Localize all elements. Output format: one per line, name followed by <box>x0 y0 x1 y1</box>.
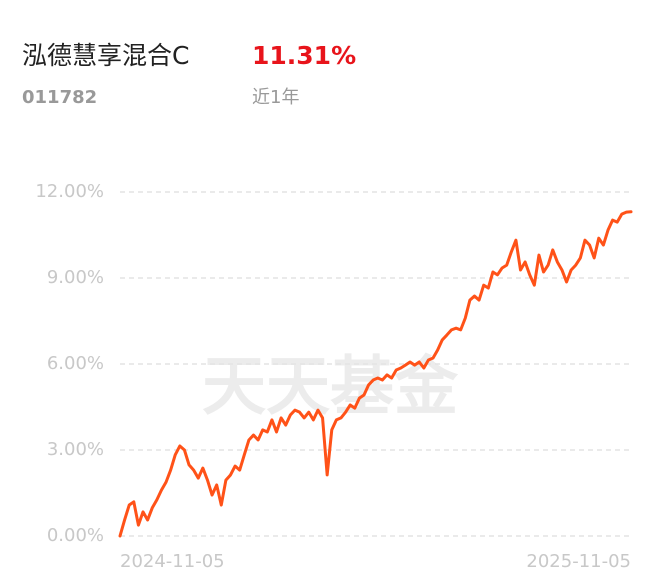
y-tick-label: 3.00% <box>47 439 104 460</box>
watermark: 天天基金 <box>202 350 459 425</box>
fund-return: 11.31% <box>252 41 356 70</box>
x-tick-label: 2024-11-05 <box>120 551 225 572</box>
period: 近1年 <box>252 87 299 108</box>
y-tick-label: 6.00% <box>47 353 104 374</box>
y-tick-label: 0.00% <box>47 525 104 546</box>
line <box>118 210 633 538</box>
fund-name: 泓德慧享混合C <box>22 41 189 70</box>
y-tick-label: 9.00% <box>47 267 104 288</box>
x-tick-label: 2025-11-05 <box>526 551 631 572</box>
fund-code: 011782 <box>22 87 97 108</box>
y-tick-label: 12.00% <box>35 181 104 202</box>
